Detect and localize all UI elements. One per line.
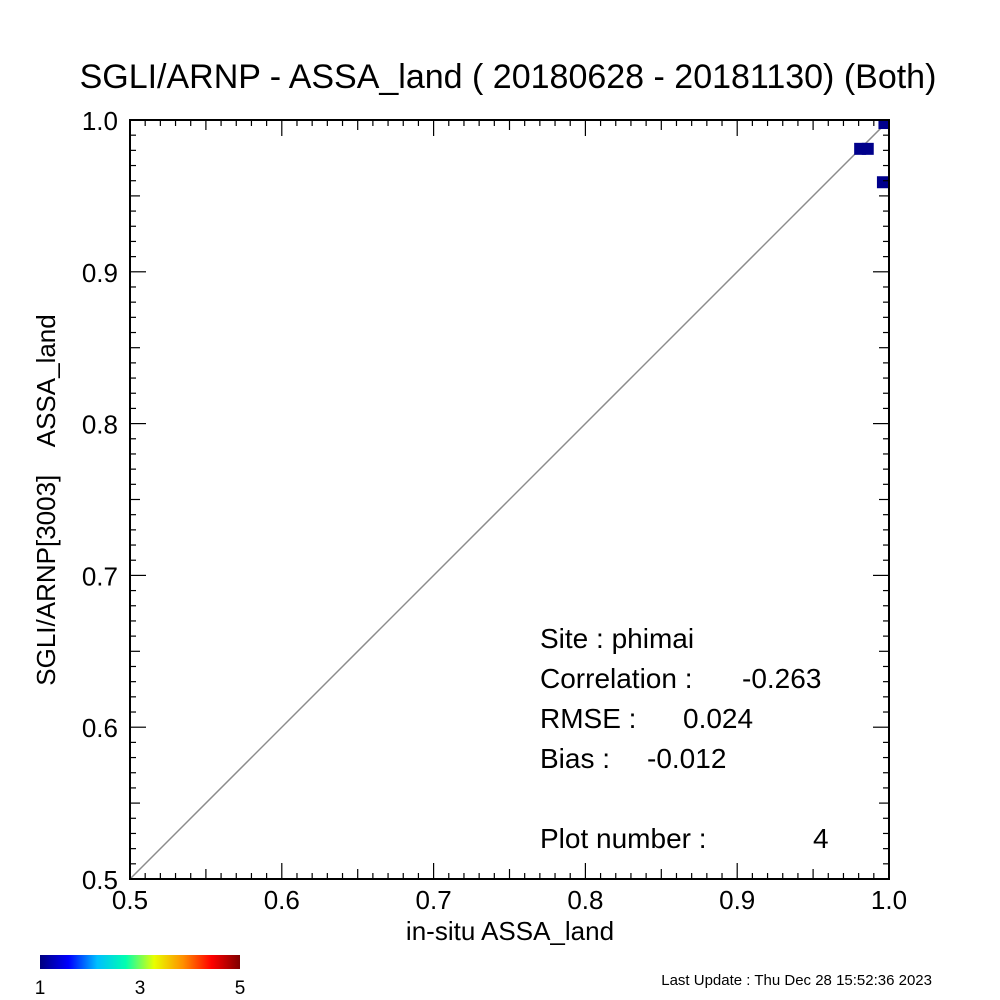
stats-site: Site : phimai (540, 623, 694, 654)
colorbar-label: 3 (135, 978, 146, 999)
scatter-point (876, 176, 889, 189)
chart-title: SGLI/ARNP - ASSA_land ( 20180628 - 20181… (80, 58, 937, 96)
y-tick-label: 0.7 (82, 561, 118, 591)
last-update-text: Last Update : Thu Dec 28 15:52:36 2023 (661, 972, 932, 989)
colorbar (40, 955, 240, 969)
y-tick-label: 1.0 (82, 106, 118, 136)
scatter-point (878, 120, 889, 130)
y-tick-label: 0.5 (82, 865, 118, 895)
stats-correlation-value: -0.263 (742, 663, 821, 694)
stats-bias-value: -0.012 (647, 743, 726, 774)
x-tick-label: 0.9 (719, 885, 755, 915)
y-tick-label: 0.9 (82, 258, 118, 288)
stats-bias-label: Bias : (540, 743, 610, 774)
colorbar-labels: 1 3 5 (35, 978, 246, 999)
y-axis-title: SGLI/ARNP[3003] ASSA_land (31, 314, 61, 685)
stats-rmse-label: RMSE : (540, 703, 636, 734)
stats-plot-number-value: 4 (813, 823, 829, 854)
x-tick-label: 0.8 (567, 885, 603, 915)
x-tick-label: 0.5 (112, 885, 148, 915)
x-tick-label: 0.7 (416, 885, 452, 915)
stats-correlation-label: Correlation : (540, 663, 693, 694)
y-tick-label: 0.8 (82, 410, 118, 440)
stats-plot-number-label: Plot number : (540, 823, 707, 854)
scatter-point (861, 142, 874, 155)
colorbar-label: 5 (235, 978, 246, 999)
colorbar-label: 1 (35, 978, 46, 999)
chart-marks (129, 119, 890, 880)
one-to-one-line (129, 119, 890, 880)
x-axis-title: in-situ ASSA_land (406, 916, 614, 946)
x-tick-label: 1.0 (871, 885, 907, 915)
plot-frame (129, 119, 890, 880)
x-tick-label: 0.6 (264, 885, 300, 915)
stats-rmse-value: 0.024 (683, 703, 753, 734)
y-tick-label: 0.6 (82, 713, 118, 743)
axis-tick-labels: 0.5 0.6 0.7 0.8 0.9 1.0 0.5 0.6 0.7 0.8 0.9 1.0 (82, 106, 907, 915)
